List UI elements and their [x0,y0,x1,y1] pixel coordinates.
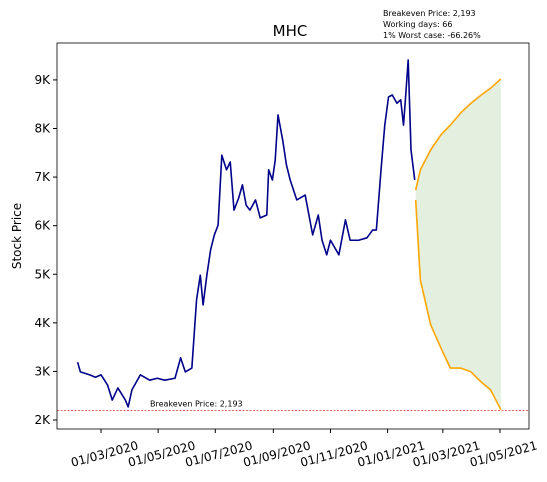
annotation: 1% Worst case: -66.26% [383,31,481,40]
y-tick-label: 3K [34,364,51,378]
y-tick-label: 9K [34,73,51,87]
y-tick-label: 4K [34,316,51,330]
chart-title: MHC [273,22,308,40]
y-tick-label: 5K [34,267,51,281]
annotation: Breakeven Price: 2,193 [383,9,476,18]
price-line [414,78,502,191]
y-tick-label: 8K [34,122,51,136]
breakeven-label: Breakeven Price: 2,193 [150,400,243,409]
price-line [414,199,502,411]
y-tick-label: 7K [34,170,51,184]
annotation: Working days: 66 [383,20,452,29]
forecast-band [415,78,501,410]
plot-frame [56,42,530,430]
price-line [76,59,416,408]
y-tick-label: 6K [34,219,51,233]
y-axis-label: Stock Price [10,203,24,269]
y-tick-label: 2K [34,413,51,427]
